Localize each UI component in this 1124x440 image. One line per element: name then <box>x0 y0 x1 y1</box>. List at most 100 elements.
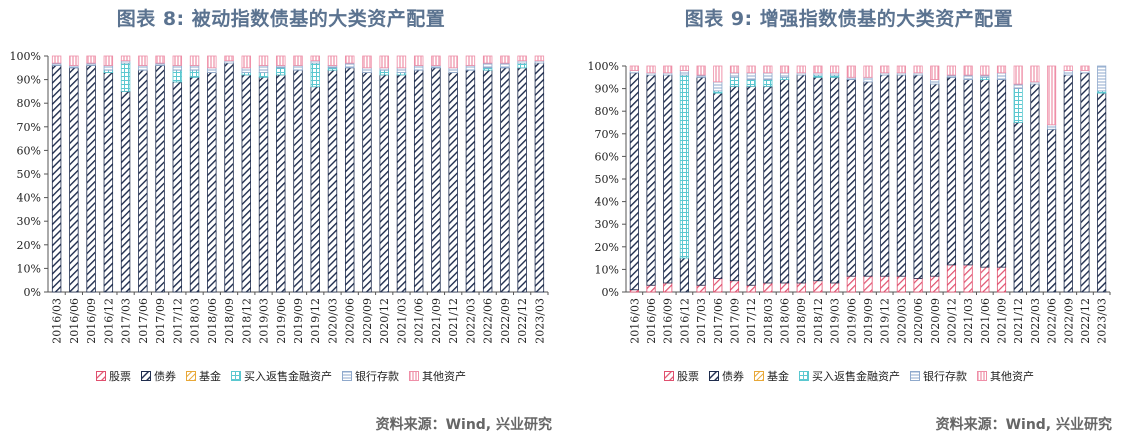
bar-segment-bond <box>448 72 458 293</box>
bar-segment-other <box>1030 65 1040 83</box>
bar-segment-stock <box>913 278 923 293</box>
y-tick-label: 40% <box>17 192 41 205</box>
x-tick-label: 2021/12 <box>447 298 460 344</box>
legend-swatch <box>754 371 764 381</box>
legend-item-stock: 股票 <box>96 368 131 384</box>
bar-segment-bond <box>1080 72 1090 293</box>
bar-segment-bond <box>813 76 823 282</box>
x-tick-label: 2018/06 <box>206 298 219 344</box>
bar-segment-bond <box>779 79 790 284</box>
bar-segment-bond <box>663 74 673 284</box>
bar-segment-stock <box>830 282 840 293</box>
bar-segment-repo <box>189 69 200 78</box>
x-tick-label: 2021/03 <box>962 298 975 344</box>
bar-segment-repo <box>746 79 756 87</box>
bar-segment-stock <box>663 282 673 293</box>
legend-item-deposit: 银行存款 <box>910 368 967 384</box>
legend-label: 债券 <box>722 370 744 383</box>
x-tick-label: 2020/12 <box>945 298 958 344</box>
bar-segment-other <box>138 55 148 66</box>
legend-swatch <box>977 371 987 381</box>
x-tick-label: 2022/09 <box>1062 298 1075 344</box>
y-tick-label: 30% <box>595 218 619 231</box>
bar-segment-other <box>830 65 840 74</box>
bar-segment-deposit <box>779 72 790 78</box>
bar-segment-bond <box>930 83 940 277</box>
x-tick-label: 2020/09 <box>929 298 942 344</box>
legend-item-other: 其他资产 <box>409 368 466 384</box>
legend-label: 股票 <box>109 370 131 383</box>
bar-segment-bond <box>863 81 873 277</box>
bar-segment-repo <box>763 79 773 87</box>
x-tick-label: 2023/03 <box>1096 298 1109 344</box>
x-tick-label: 2016/12 <box>102 298 115 344</box>
x-tick-label: 2018/12 <box>812 298 825 344</box>
x-tick-label: 2016/03 <box>628 298 641 344</box>
bar-segment-bond <box>258 76 269 293</box>
y-tick-label: 90% <box>595 83 619 96</box>
y-tick-label: 0% <box>24 286 41 299</box>
bar-segment-repo <box>172 69 183 83</box>
bar-segment-other <box>763 65 773 74</box>
legend-item-bond: 债券 <box>709 368 744 384</box>
bar-segment-bond <box>241 74 251 293</box>
bar-segment-other <box>746 65 756 74</box>
x-tick-label: 2018/12 <box>240 298 253 344</box>
y-tick-label: 80% <box>17 97 41 110</box>
source-note: 资料来源：Wind, 兴业研究 <box>935 417 1112 433</box>
y-tick-label: 0% <box>602 286 619 299</box>
bar-segment-deposit <box>345 62 355 69</box>
bar-segment-other <box>646 65 656 74</box>
x-tick-label: 2019/09 <box>862 298 875 344</box>
bar-segment-other <box>396 55 407 69</box>
bar-segment-deposit <box>763 72 773 80</box>
bar-segment-other <box>880 65 890 74</box>
bar-segment-bond <box>431 67 441 293</box>
y-tick-label: 90% <box>17 74 41 87</box>
bar-segment-deposit <box>863 76 873 83</box>
x-tick-label: 2018/03 <box>189 298 202 344</box>
legend-item-repo: 买入返售金融资产 <box>799 368 900 384</box>
bar-segment-bond <box>946 76 957 266</box>
bar-segment-stock <box>779 282 790 293</box>
legend-swatch <box>96 371 106 381</box>
bar-segment-deposit <box>138 65 148 71</box>
bar-segment-other <box>696 65 706 76</box>
bar-segment-bond <box>482 69 493 293</box>
bar-segment-bond <box>913 74 923 279</box>
bar-segment-bond <box>413 69 424 293</box>
bar-segment-deposit <box>465 65 476 71</box>
x-tick-label: 2023/03 <box>533 298 546 344</box>
chart-legend: 股票 债券 基金 买入返售金融资产 银行存款 其他资产 <box>0 368 562 384</box>
x-tick-label: 2021/06 <box>413 298 426 344</box>
bar-segment-stock <box>930 275 940 293</box>
x-tick-label: 2019/03 <box>258 298 271 344</box>
bar-segment-bond <box>207 72 217 293</box>
legend-swatch <box>409 371 419 381</box>
bar-segment-other <box>293 55 303 66</box>
bar-segment-other <box>241 55 251 69</box>
legend-label: 债券 <box>154 370 176 383</box>
bar-segment-repo <box>276 67 286 76</box>
bar-segment-other <box>980 65 990 76</box>
y-tick-label: 70% <box>17 121 41 134</box>
x-tick-label: 2021/09 <box>996 298 1009 344</box>
bar-segment-bond <box>534 62 545 293</box>
bar-segment-bond <box>1013 122 1023 293</box>
bar-segment-other <box>534 55 545 62</box>
x-tick-label: 2017/12 <box>745 298 758 344</box>
bar-segment-other <box>679 65 689 71</box>
legend-swatch <box>231 371 241 381</box>
bar-segment-stock <box>763 282 773 293</box>
bar-segment-other <box>896 65 906 74</box>
bar-segment-deposit <box>963 74 973 80</box>
bar-segment-bond <box>963 79 973 266</box>
bar-segment-other <box>796 65 806 74</box>
bar-segment-other <box>500 55 510 64</box>
bar-segment-bond <box>629 72 639 291</box>
bar-segment-bond <box>996 79 1007 268</box>
bar-segment-other <box>413 55 424 66</box>
legend-swatch <box>799 371 809 381</box>
y-tick-label: 100% <box>10 50 41 63</box>
y-tick-label: 100% <box>588 60 619 73</box>
